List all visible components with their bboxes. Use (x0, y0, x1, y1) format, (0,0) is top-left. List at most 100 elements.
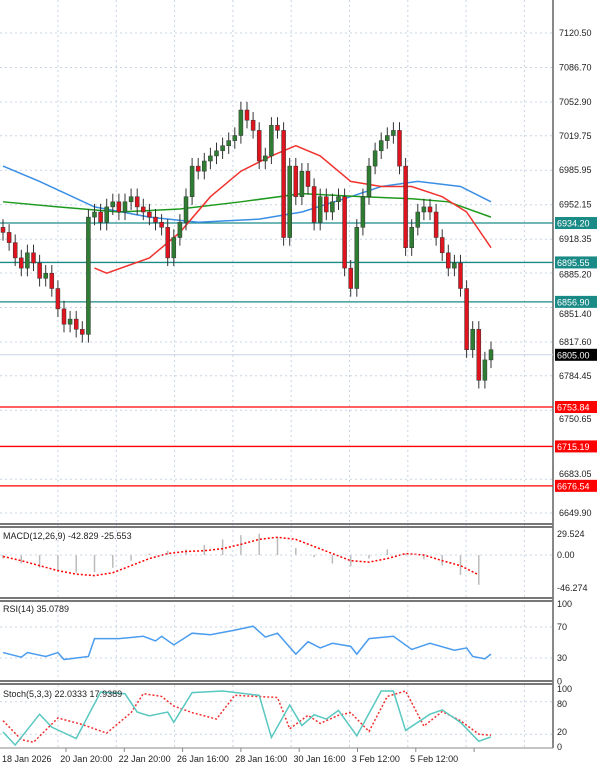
price-tick-label: 6750.65 (559, 414, 592, 424)
candle-body (147, 211, 152, 218)
candle-body (12, 242, 18, 259)
stoch-tick-label: 100 (557, 684, 572, 694)
rsi-tick-label: 100 (557, 599, 572, 609)
candle-body (360, 196, 366, 228)
rsi-line (2, 625, 492, 661)
candle-body (55, 288, 61, 310)
candle-body (0, 227, 6, 233)
candle-body (403, 165, 408, 248)
current-price-label: 6805.00 (557, 350, 590, 360)
candle-body (366, 165, 372, 197)
candle-body (354, 227, 360, 289)
candle-body (250, 119, 256, 131)
current-price-tag (555, 348, 597, 361)
candle-body (476, 329, 482, 381)
candle-body (98, 211, 103, 223)
candle-body (427, 206, 433, 213)
price-tick-label: 6985.95 (559, 165, 592, 175)
candle-body (238, 109, 244, 136)
target-level-label: 6753.84 (557, 402, 590, 412)
level-label: 6934.20 (557, 219, 590, 229)
macd-title: MACD(12,26,9) -42.829 -25.553 (3, 531, 132, 541)
macd-tick-label: 0.00 (557, 550, 575, 560)
candle-body (439, 237, 445, 254)
candle-body (214, 150, 219, 157)
candle-body (171, 237, 177, 259)
candle-body (458, 262, 463, 289)
candle-body (330, 201, 335, 213)
candle-body (293, 165, 299, 197)
stoch-main-line (2, 690, 492, 747)
candle-body (116, 201, 122, 213)
level-label: 6856.90 (557, 297, 590, 307)
candle-body (25, 252, 30, 269)
macd-signal-line (2, 536, 480, 577)
candle-body (433, 211, 439, 238)
target-level-tag (555, 479, 597, 492)
candle-body (189, 165, 195, 197)
candle-body (122, 201, 128, 213)
time-axis-label: 3 Feb 12:00 (352, 754, 400, 764)
macd-tick-label: 29.524 (557, 529, 585, 539)
stoch-title: Stoch(5,3,3) 22.0333 17.9389 (3, 689, 123, 699)
candle-body (110, 201, 116, 208)
time-axis-label: 5 Feb 12:00 (410, 754, 458, 764)
candle-body (232, 135, 238, 141)
time-axis-label: 28 Jan 16:00 (235, 754, 287, 764)
candle-body (165, 227, 170, 259)
candle-body (202, 160, 207, 172)
candle-body (287, 165, 292, 238)
rsi-title: RSI(14) 35.0789 (3, 604, 70, 614)
candle-body (159, 221, 164, 228)
rsi-tick-label: 70 (557, 622, 567, 632)
price-tick-label: 7086.70 (559, 62, 592, 72)
candle-body (281, 130, 286, 238)
candle-body (153, 216, 158, 223)
candle-body (61, 308, 67, 325)
candle-body (305, 170, 311, 187)
candle-body (452, 262, 457, 269)
candle-body (397, 130, 402, 167)
price-tick-label: 6683.05 (559, 469, 592, 479)
candle-body (6, 232, 12, 243)
candle-body (256, 130, 262, 162)
candle-body (482, 359, 488, 381)
candle-body (31, 252, 36, 264)
level-tag (555, 295, 597, 308)
candle-body (421, 206, 427, 213)
candle-body (378, 140, 384, 152)
rsi-tick-label: 0 (557, 676, 562, 686)
candle-body (141, 206, 146, 213)
candle-body (269, 125, 274, 157)
price-tick-label: 6885.20 (559, 269, 592, 279)
time-axis-label: 26 Jan 16:00 (177, 754, 229, 764)
candle-body (299, 170, 305, 197)
target-level-tag (555, 440, 597, 453)
candle-body (372, 150, 378, 167)
candle-body (391, 130, 396, 136)
candle-body (43, 272, 48, 279)
candle-body (92, 211, 97, 218)
candle-body (49, 272, 55, 289)
price-tick-label: 6952.15 (559, 200, 592, 210)
candle-body (263, 155, 268, 162)
price-tick-label: 7052.90 (559, 97, 592, 107)
price-tick-label: 6851.40 (559, 309, 592, 319)
candle-body (80, 329, 85, 335)
candle-body (104, 206, 109, 223)
candle-body (470, 329, 475, 350)
price-tick-label: 7120.50 (559, 28, 592, 38)
level-tag (555, 256, 597, 269)
candle-body (177, 221, 183, 238)
time-axis-label: 30 Jan 16:00 (294, 754, 346, 764)
candle-body (275, 125, 280, 131)
candle-body (464, 288, 469, 350)
candle-body (342, 196, 347, 269)
time-axis-label: 22 Jan 20:00 (119, 754, 171, 764)
target-level-label: 6676.54 (557, 481, 590, 491)
stoch-tick-label: 80 (557, 699, 567, 709)
candle-body (244, 109, 250, 121)
price-tick-label: 7019.75 (559, 131, 592, 141)
candle-body (128, 196, 134, 203)
